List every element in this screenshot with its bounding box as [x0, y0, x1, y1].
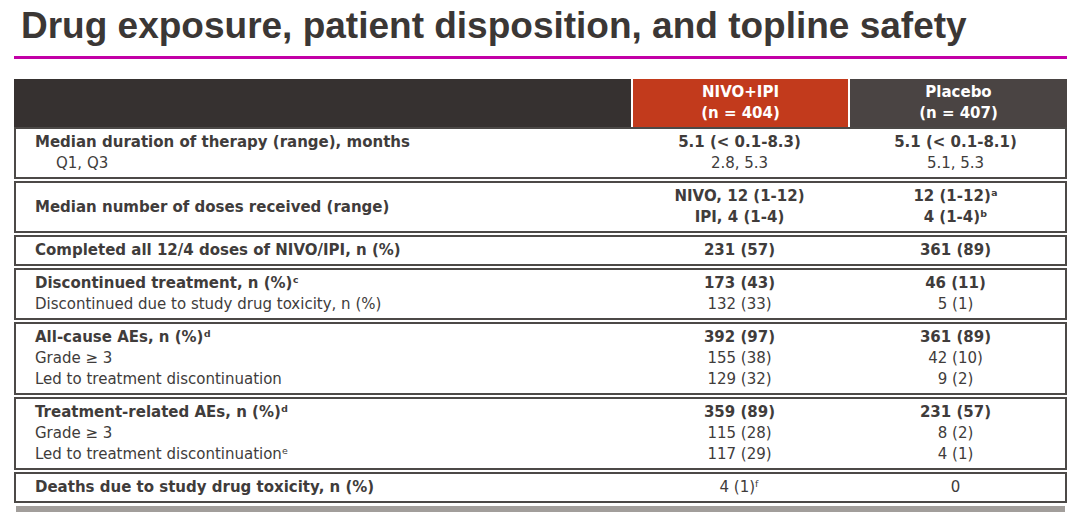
row-label: Treatment-related AEs, n (%)ᵈ [35, 402, 631, 423]
nivo-ipi-value: 392 (97) [631, 327, 848, 348]
nivo-ipi-value-cell: 173 (43)132 (33) [631, 270, 848, 318]
nivo-ipi-value: 2.8, 5.3 [631, 153, 848, 174]
row-label: Deaths due to study drug toxicity, n (%) [35, 477, 631, 498]
nivo-ipi-value: 129 (32) [631, 369, 848, 390]
placebo-value-cell: 361 (89) [848, 237, 1063, 264]
placebo-value: 4 (1-4)ᵇ [848, 207, 1063, 228]
placebo-value: 9 (2) [848, 369, 1063, 390]
table-row-group: Discontinued treatment, n (%)ᶜDiscontinu… [14, 268, 1067, 320]
row-label: All-cause AEs, n (%)ᵈ [35, 327, 631, 348]
row-label: Led to treatment discontinuationᵉ [35, 444, 631, 465]
nivo-ipi-value: 117 (29) [631, 444, 848, 465]
header-cell-placebo: Placebo (n = 407) [850, 79, 1067, 127]
placebo-value-cell: 0 [848, 474, 1063, 501]
placebo-value: 231 (57) [848, 402, 1063, 423]
table-row-group: All-cause AEs, n (%)ᵈGrade ≥ 3Led to tre… [14, 322, 1067, 395]
row-label-cell: Deaths due to study drug toxicity, n (%) [16, 474, 631, 501]
nivo-ipi-value: 231 (57) [631, 240, 848, 261]
table-row-group: Treatment-related AEs, n (%)ᵈGrade ≥ 3Le… [14, 397, 1067, 470]
placebo-value: 5 (1) [848, 294, 1063, 315]
placebo-value-cell: 5.1 (< 0.1-8.1)5.1, 5.3 [848, 129, 1063, 177]
nivo-ipi-value: 359 (89) [631, 402, 848, 423]
row-label: Discontinued treatment, n (%)ᶜ [35, 273, 631, 294]
placebo-value: 8 (2) [848, 423, 1063, 444]
row-label: Led to treatment discontinuation [35, 369, 631, 390]
safety-table: NIVO+IPI (n = 404) Placebo (n = 407) Med… [14, 79, 1067, 503]
nivo-ipi-value: NIVO, 12 (1-12) [631, 186, 848, 207]
table-row-group: Median duration of therapy (range), mont… [14, 127, 1067, 179]
nivo-ipi-value: 4 (1)ᶠ [631, 477, 848, 498]
placebo-value: 4 (1) [848, 444, 1063, 465]
row-label-cell: Median number of doses received (range) [16, 183, 631, 231]
placebo-n: (n = 407) [919, 103, 998, 124]
table-bottom-shadow [16, 506, 1065, 512]
placebo-value: 12 (1-12)ᵃ [848, 186, 1063, 207]
placebo-value-cell: 231 (57)8 (2)4 (1) [848, 399, 1063, 468]
table-row-group: Deaths due to study drug toxicity, n (%)… [14, 472, 1067, 503]
placebo-value-cell: 361 (89)42 (10)9 (2) [848, 324, 1063, 393]
row-label-cell: Median duration of therapy (range), mont… [16, 129, 631, 177]
row-label: Median number of doses received (range) [35, 197, 631, 218]
slide: { "title": "Drug exposure, patient dispo… [0, 0, 1080, 512]
nivo-ipi-value: 155 (38) [631, 348, 848, 369]
header-empty-cell [14, 79, 631, 127]
nivo-ipi-value-cell: 5.1 (< 0.1-8.3)2.8, 5.3 [631, 129, 848, 177]
placebo-value: 5.1, 5.3 [848, 153, 1063, 174]
nivo-ipi-value-cell: 359 (89)115 (28)117 (29) [631, 399, 848, 468]
row-label: Grade ≥ 3 [35, 423, 631, 444]
placebo-value: 361 (89) [848, 327, 1063, 348]
row-label: Q1, Q3 [35, 153, 631, 174]
nivo-ipi-value: 5.1 (< 0.1-8.3) [631, 132, 848, 153]
placebo-value-cell: 46 (11)5 (1) [848, 270, 1063, 318]
title-underline [14, 56, 1067, 59]
nivo-ipi-value-cell: 231 (57) [631, 237, 848, 264]
row-label-cell: Discontinued treatment, n (%)ᶜDiscontinu… [16, 270, 631, 318]
nivo-ipi-value: 132 (33) [631, 294, 848, 315]
row-label-cell: All-cause AEs, n (%)ᵈGrade ≥ 3Led to tre… [16, 324, 631, 393]
row-label-cell: Completed all 12/4 doses of NIVO/IPI, n … [16, 237, 631, 264]
row-label: Discontinued due to study drug toxicity,… [35, 294, 631, 315]
slide-title: Drug exposure, patient disposition, and … [21, 5, 967, 47]
nivo-ipi-value: 115 (28) [631, 423, 848, 444]
row-label: Completed all 12/4 doses of NIVO/IPI, n … [35, 240, 631, 261]
nivo-ipi-value: 173 (43) [631, 273, 848, 294]
nivo-ipi-n: (n = 404) [701, 103, 780, 124]
table-body: Median duration of therapy (range), mont… [14, 127, 1067, 503]
nivo-ipi-label: NIVO+IPI [702, 82, 779, 103]
header-cell-nivo-ipi: NIVO+IPI (n = 404) [633, 79, 848, 127]
nivo-ipi-value-cell: NIVO, 12 (1-12)IPI, 4 (1-4) [631, 183, 848, 231]
placebo-value-cell: 12 (1-12)ᵃ4 (1-4)ᵇ [848, 183, 1063, 231]
table-row-group: Median number of doses received (range)N… [14, 181, 1067, 233]
nivo-ipi-value-cell: 392 (97)155 (38)129 (32) [631, 324, 848, 393]
placebo-value: 42 (10) [848, 348, 1063, 369]
row-label: Grade ≥ 3 [35, 348, 631, 369]
nivo-ipi-value: IPI, 4 (1-4) [631, 207, 848, 228]
table-row-group: Completed all 12/4 doses of NIVO/IPI, n … [14, 235, 1067, 266]
placebo-value: 5.1 (< 0.1-8.1) [848, 132, 1063, 153]
row-label: Median duration of therapy (range), mont… [35, 132, 631, 153]
placebo-value: 0 [848, 477, 1063, 498]
placebo-label: Placebo [925, 82, 991, 103]
row-label-cell: Treatment-related AEs, n (%)ᵈGrade ≥ 3Le… [16, 399, 631, 468]
placebo-value: 361 (89) [848, 240, 1063, 261]
nivo-ipi-value-cell: 4 (1)ᶠ [631, 474, 848, 501]
placebo-value: 46 (11) [848, 273, 1063, 294]
table-header-row: NIVO+IPI (n = 404) Placebo (n = 407) [14, 79, 1067, 127]
